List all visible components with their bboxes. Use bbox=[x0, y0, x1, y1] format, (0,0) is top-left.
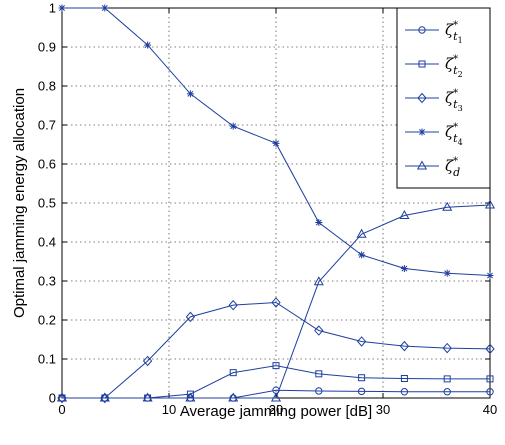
data-point-square bbox=[315, 370, 323, 378]
data-point-diamond bbox=[100, 392, 110, 404]
data-point-triangle bbox=[142, 392, 153, 402]
data-point-star bbox=[144, 41, 152, 49]
legend-label: ζ* t1 bbox=[445, 20, 463, 45]
data-point-square bbox=[486, 375, 494, 383]
legend-entry: ζ* d bbox=[405, 156, 460, 179]
data-point-diamond bbox=[314, 325, 324, 336]
data-point-triangle bbox=[270, 392, 282, 402]
data-point-triangle bbox=[228, 392, 239, 402]
legend-marker-square bbox=[418, 60, 426, 68]
data-point-triangle bbox=[313, 276, 324, 286]
data-point-star bbox=[101, 4, 109, 12]
data-point-square bbox=[229, 369, 237, 377]
series-star bbox=[58, 4, 494, 280]
y-tick-label: 0.9 bbox=[38, 40, 56, 55]
data-point-circle bbox=[315, 387, 323, 395]
data-point-star bbox=[486, 272, 494, 280]
data-point-square bbox=[358, 374, 366, 382]
x-tick-label: 0 bbox=[58, 402, 65, 417]
data-point-triangle bbox=[99, 392, 110, 402]
data-point-star bbox=[400, 265, 408, 273]
y-tick-label: 0.5 bbox=[38, 196, 56, 211]
legend-marker-diamond bbox=[417, 92, 427, 104]
data-point-square bbox=[186, 390, 194, 398]
y-tick-label: 0.4 bbox=[38, 235, 56, 250]
data-point-circle bbox=[443, 388, 451, 396]
y-axis-label: Optimal jamming energy allocation bbox=[11, 88, 28, 318]
data-point-star bbox=[443, 269, 451, 277]
legend-entry: ζ* t4 bbox=[405, 122, 463, 147]
data-point-diamond bbox=[356, 336, 367, 347]
y-tick-label: 0.7 bbox=[38, 118, 56, 133]
legend-label: ζ* t4 bbox=[445, 122, 463, 147]
legend-marker-circle bbox=[418, 26, 426, 34]
data-point-diamond bbox=[228, 299, 238, 311]
data-point-star bbox=[272, 139, 280, 147]
legend: ζ* t1 ζ* t2 ζ* t3 ζ* t4 ζ* d bbox=[396, 7, 491, 189]
legend-label: ζ* d bbox=[445, 156, 460, 179]
series-line bbox=[62, 301, 491, 399]
data-point-star bbox=[315, 219, 323, 226]
data-point-triangle bbox=[185, 392, 196, 402]
data-point-diamond bbox=[185, 311, 196, 323]
data-point-diamond bbox=[485, 343, 495, 355]
x-tick-label: 10 bbox=[162, 402, 176, 417]
legend-label: ζ* t3 bbox=[445, 88, 463, 113]
data-point-triangle bbox=[442, 201, 453, 211]
data-point-square bbox=[272, 362, 280, 370]
legend-marker-triangle bbox=[416, 160, 428, 170]
y-tick-label: 0.8 bbox=[38, 79, 56, 94]
y-tick-label: 0.1 bbox=[38, 352, 56, 367]
legend-entry: ζ* t2 bbox=[405, 54, 463, 79]
y-tick-label: 1 bbox=[49, 1, 56, 16]
data-point-circle bbox=[400, 388, 409, 396]
data-point-circle bbox=[486, 388, 494, 396]
data-point-star bbox=[229, 122, 237, 130]
data-point-square bbox=[443, 375, 451, 383]
series-lines bbox=[56, 4, 496, 404]
data-point-triangle bbox=[56, 392, 68, 402]
series-line bbox=[62, 204, 491, 399]
data-point-diamond bbox=[442, 342, 452, 354]
x-tick-label: 20 bbox=[269, 402, 283, 417]
data-point-triangle bbox=[484, 199, 496, 209]
legend-entry: ζ* t1 bbox=[405, 20, 463, 45]
legend-marker-star bbox=[418, 128, 426, 136]
data-point-star bbox=[358, 251, 366, 259]
data-point-diamond bbox=[399, 340, 410, 352]
x-tick-label: 30 bbox=[376, 402, 390, 417]
x-axis-label: Average jamming power [dB] bbox=[180, 403, 372, 420]
data-point-circle bbox=[357, 387, 366, 396]
y-tick-label: 0.6 bbox=[38, 157, 56, 172]
y-tick-label: 0.3 bbox=[38, 274, 56, 289]
data-point-star bbox=[186, 90, 194, 98]
series-diamond bbox=[57, 297, 495, 404]
data-point-diamond bbox=[271, 297, 281, 308]
data-point-triangle bbox=[399, 209, 410, 219]
data-point-triangle bbox=[356, 228, 367, 238]
legend-entry: ζ* t3 bbox=[405, 88, 463, 113]
data-point-diamond bbox=[142, 355, 153, 367]
data-point-star bbox=[58, 4, 66, 12]
data-point-square bbox=[400, 375, 408, 382]
y-tick-label: 0.2 bbox=[38, 313, 56, 328]
x-tick-label: 40 bbox=[483, 402, 497, 417]
series-triangle bbox=[56, 199, 496, 402]
y-tick-label: 0 bbox=[49, 391, 56, 406]
legend-label: ζ* t2 bbox=[445, 54, 463, 79]
data-point-diamond bbox=[57, 392, 67, 404]
